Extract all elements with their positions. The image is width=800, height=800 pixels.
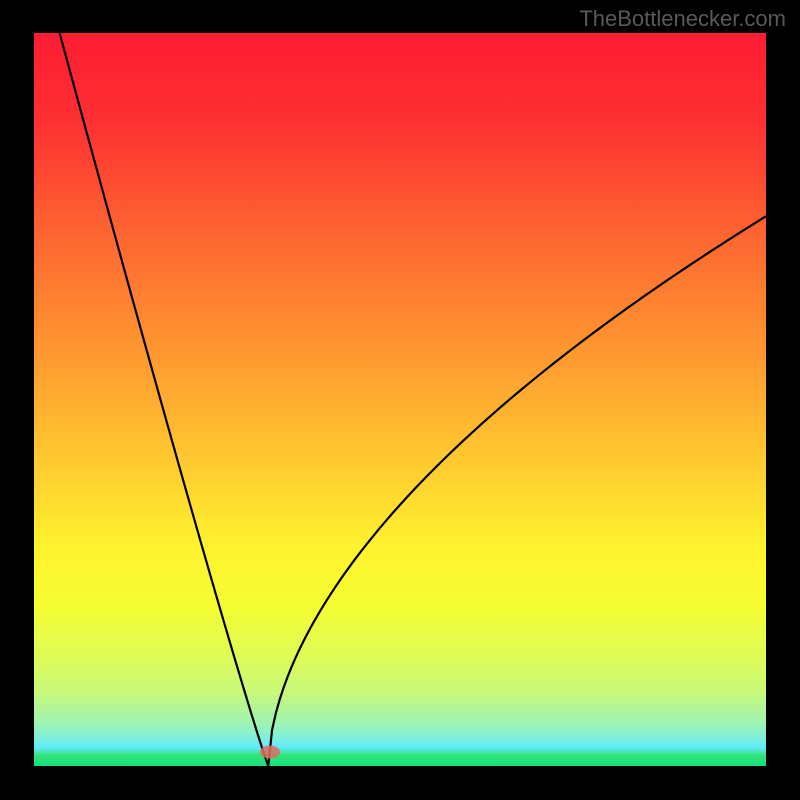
chart-frame: TheBottlenecker.com [0,0,800,800]
plot-area [34,33,766,766]
curve-svg [34,33,766,766]
minimum-marker [260,746,280,759]
watermark-label: TheBottlenecker.com [579,6,786,32]
bottleneck-curve [60,33,766,766]
